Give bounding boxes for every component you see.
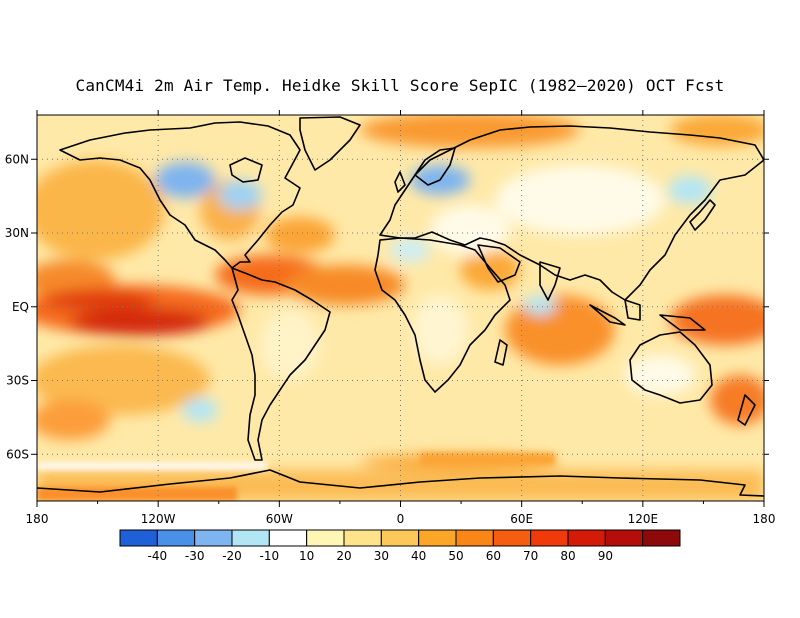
colorbar-label: -20 [222,549,242,563]
y-tick-label: 30S [6,374,29,388]
coast-india [539,261,561,301]
colorbar: -40 -30 -20 -10 10 20 30 40 50 60 70 80 90 [119,529,681,563]
coast-hudson-bay [229,157,263,183]
x-tick-label: 120W [141,512,176,526]
colorbar-label: 30 [374,549,389,563]
coast-africa [374,237,511,393]
x-tick-label: 180 [26,512,49,526]
skill-field [37,115,764,501]
y-tick-label: 60N [5,152,29,166]
coast-madagascar [494,339,508,366]
coast-scandinavia [414,147,456,186]
coast-south-america [231,267,331,461]
colorbar-swatch [380,529,420,547]
x-axis: 180 120W 60W 0 60E 120E 180 [26,110,776,526]
colorbar-swatch [567,529,606,547]
colorbar-swatch [492,529,532,547]
colorbar-label: 10 [299,549,314,563]
x-tick-label: 180 [753,512,776,526]
colorbar-swatch [530,529,569,547]
gridlines [37,115,764,501]
coast-eurasia [379,125,764,301]
y-tick-label: 30N [5,226,29,240]
colorbar-swatch [306,529,345,547]
coastlines [37,116,764,497]
colorbar-swatch [604,529,644,547]
coast-japan [689,199,716,231]
colorbar-label: 70 [523,549,538,563]
colorbar-swatch [418,529,457,547]
x-tick-label: 0 [397,512,405,526]
plot-area [37,115,764,501]
colorbar-label: 60 [486,549,501,563]
y-axis: 60N 30N EQ 30S 60S [5,152,769,461]
coast-australia [629,331,713,404]
colorbar-swatch [119,529,158,547]
colorbar-label: 40 [411,549,426,563]
colorbar-swatch [156,529,196,547]
x-tick-label: 60E [510,512,533,526]
coast-new-guinea [659,314,706,331]
coast-arabia [477,244,521,283]
x-tick-label: 120E [628,512,659,526]
colorbar-swatch [642,529,681,547]
colorbar-label: 50 [448,549,463,563]
colorbar-swatch [194,529,233,547]
colorbar-swatch [268,529,308,547]
colorbar-swatch [343,529,382,547]
coast-north-america [59,121,301,269]
coast-new-zealand [737,394,756,426]
y-tick-label: EQ [12,300,29,314]
colorbar-label: -40 [148,549,168,563]
x-tick-label: 60W [266,512,293,526]
colorbar-label: 20 [336,549,351,563]
colorbar-label: -10 [260,549,280,563]
colorbar-label: -30 [185,549,205,563]
coast-greenland [299,116,361,171]
colorbar-label: 80 [560,549,575,563]
coast-indonesia-1 [589,304,626,326]
coast-british-isles [394,171,406,193]
coast-antarctica [37,469,764,497]
colorbar-swatch [455,529,494,547]
map-title: CanCM4i 2m Air Temp. Heidke Skill Score … [75,76,725,95]
colorbar-label: 90 [598,549,613,563]
colorbar-swatch [231,529,270,547]
y-tick-label: 60S [6,447,29,461]
coast-indonesia-2 [624,299,641,321]
